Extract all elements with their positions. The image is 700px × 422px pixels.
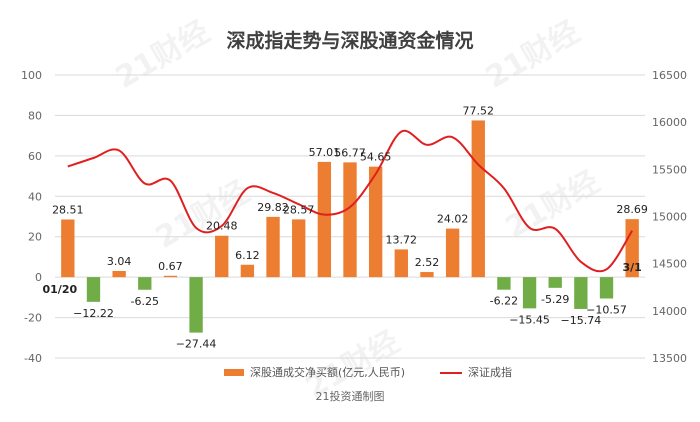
bar — [215, 235, 229, 278]
bar — [112, 270, 126, 278]
bar-value-label: 77.52 — [463, 104, 495, 117]
bar-value-label: 24.02 — [437, 213, 469, 226]
bar — [240, 264, 255, 278]
bar — [548, 277, 562, 288]
left-tick-label: 20 — [28, 231, 42, 244]
bar — [138, 277, 152, 290]
bar — [292, 219, 306, 278]
bar — [599, 277, 614, 299]
bar — [522, 277, 537, 309]
bar — [471, 120, 485, 278]
bar-value-label: 3.04 — [107, 255, 132, 268]
left-axis-ticks: -40 -20 0 20 40 60 80 100 — [21, 69, 42, 365]
start-date-label: 01/20 — [43, 283, 78, 296]
bar — [368, 166, 383, 278]
left-tick-label: -20 — [24, 312, 42, 325]
left-tick-label: 80 — [28, 109, 42, 122]
bar-value-label: 13.72 — [386, 233, 418, 246]
legend-bar-label: 深股通成交净买额(亿元,人民币) — [250, 365, 405, 379]
left-tick-label: 60 — [28, 150, 42, 163]
bar — [86, 277, 101, 302]
bar — [574, 277, 588, 309]
bar-value-label: 28.69 — [616, 203, 648, 216]
end-date-label: 3/1 — [623, 261, 642, 274]
bar-value-label: 28.51 — [52, 204, 84, 217]
bar — [266, 216, 280, 278]
bar — [625, 219, 639, 278]
right-tick-label: 16500 — [652, 69, 687, 82]
bar — [189, 277, 203, 333]
left-tick-label: 100 — [21, 69, 42, 82]
bar — [445, 228, 460, 278]
bar-value-label: -6.22 — [490, 295, 518, 308]
bar-value-label: -5.29 — [541, 293, 569, 306]
legend: 深股通成交净买额(亿元,人民币) 深证成指 — [224, 365, 512, 379]
bar-value-label: 2.52 — [415, 256, 440, 269]
bar-data-labels: 28.51 −12.22 3.04 -6.25 0.67 −27.44 20.48 6.12 2… — [52, 104, 648, 350]
right-tick-label: 15500 — [652, 163, 687, 176]
bar-value-label: −15.74 — [561, 314, 602, 327]
bar-value-label: −27.44 — [176, 338, 217, 351]
bar-value-label: −12.22 — [73, 307, 114, 320]
bar — [497, 277, 511, 290]
bar-value-label: 20.48 — [206, 220, 238, 233]
bar — [420, 272, 434, 278]
bar — [163, 275, 178, 278]
bar — [317, 161, 332, 278]
right-axis-ticks: 13500 14000 14500 15000 15500 16000 16500 — [652, 69, 687, 365]
bar-series — [61, 120, 639, 333]
bar-value-label: −15.45 — [509, 313, 550, 326]
bar-value-label: 29.82 — [257, 201, 289, 214]
bar-value-label: −10.57 — [586, 304, 627, 317]
chart-title: 深成指走势与深股通资金情况 — [226, 29, 473, 52]
bar — [61, 219, 75, 278]
legend-bar-swatch — [224, 369, 244, 376]
bar-value-label: 0.67 — [158, 260, 183, 273]
right-tick-label: 13500 — [652, 352, 687, 365]
bar-value-label: -6.25 — [131, 295, 159, 308]
bar — [343, 162, 357, 278]
bar — [394, 249, 408, 278]
line-series — [67, 129, 634, 273]
index-line — [67, 129, 634, 273]
source-label: 21投资通制图 — [316, 389, 385, 403]
left-tick-label: 40 — [28, 190, 42, 203]
bar-value-label: 6.12 — [235, 249, 260, 262]
right-tick-label: 14500 — [652, 258, 687, 271]
left-tick-label: -40 — [24, 352, 42, 365]
legend-line-label: 深证成指 — [468, 365, 512, 379]
left-tick-label: 0 — [35, 271, 42, 284]
bar-value-label: 28.57 — [283, 203, 315, 216]
right-tick-label: 15000 — [652, 211, 687, 224]
bar-value-label: 57.01 — [309, 146, 341, 159]
bar-value-label: 54.65 — [360, 151, 392, 164]
bar-value-label: 56.77 — [334, 146, 366, 159]
right-tick-label: 16000 — [652, 116, 687, 129]
right-tick-label: 14000 — [652, 305, 687, 318]
